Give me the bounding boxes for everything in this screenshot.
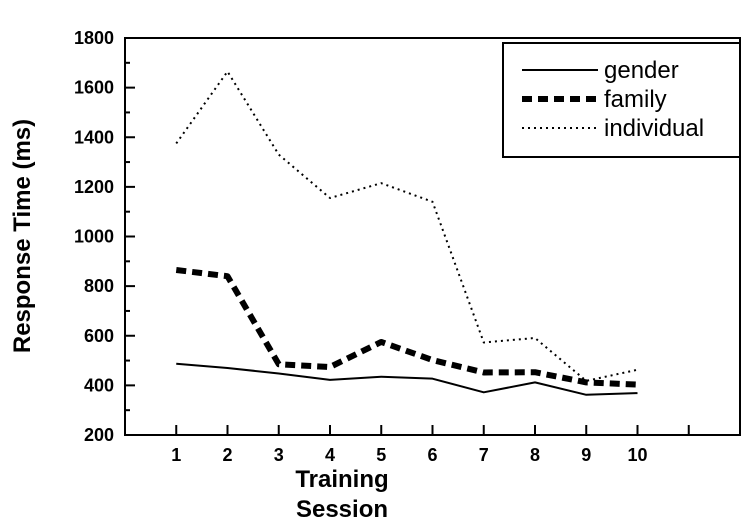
y-tick-label: 1600 — [74, 78, 114, 98]
y-tick-label: 800 — [84, 276, 114, 296]
x-tick-label: 10 — [627, 445, 647, 465]
series-line-individual — [175, 70, 638, 382]
y-tick-label: 1000 — [74, 227, 114, 247]
x-tick-label: 3 — [274, 445, 284, 465]
y-tick-label: 600 — [84, 326, 114, 346]
x-tick-label: 7 — [479, 445, 489, 465]
legend-label-family: family — [604, 86, 667, 113]
x-tick-label: 4 — [325, 445, 335, 465]
x-tick-label: 6 — [427, 445, 437, 465]
x-ticks: 1 2 3 4 5 6 7 8 9 10 — [171, 425, 690, 465]
x-tick-label: 9 — [581, 445, 591, 465]
y-tick-label: 1200 — [74, 177, 114, 197]
y-tick-label: 1400 — [74, 127, 114, 147]
x-tick-label: 1 — [171, 445, 181, 465]
x-tick-label: 8 — [530, 445, 540, 465]
x-axis-label-line1: Training — [295, 466, 388, 493]
y-tick-label: 400 — [84, 375, 114, 395]
series-lines — [175, 70, 638, 396]
legend-label-gender: gender — [604, 57, 679, 84]
y-axis-label: Response Time (ms) — [9, 119, 36, 353]
x-tick-label: 5 — [376, 445, 386, 465]
series-line-gender — [176, 362, 638, 396]
y-tick-label: 1800 — [74, 28, 114, 48]
y-tick-label: 200 — [84, 425, 114, 445]
series-line-family — [175, 267, 638, 388]
legend-label-individual: individual — [604, 115, 704, 142]
y-ticks: 200 400 600 800 1000 1200 1400 1600 1800 — [74, 28, 135, 445]
legend: gender family individual — [502, 42, 741, 158]
x-tick-label: 2 — [222, 445, 232, 465]
x-axis-label-line2: Session — [296, 496, 388, 523]
